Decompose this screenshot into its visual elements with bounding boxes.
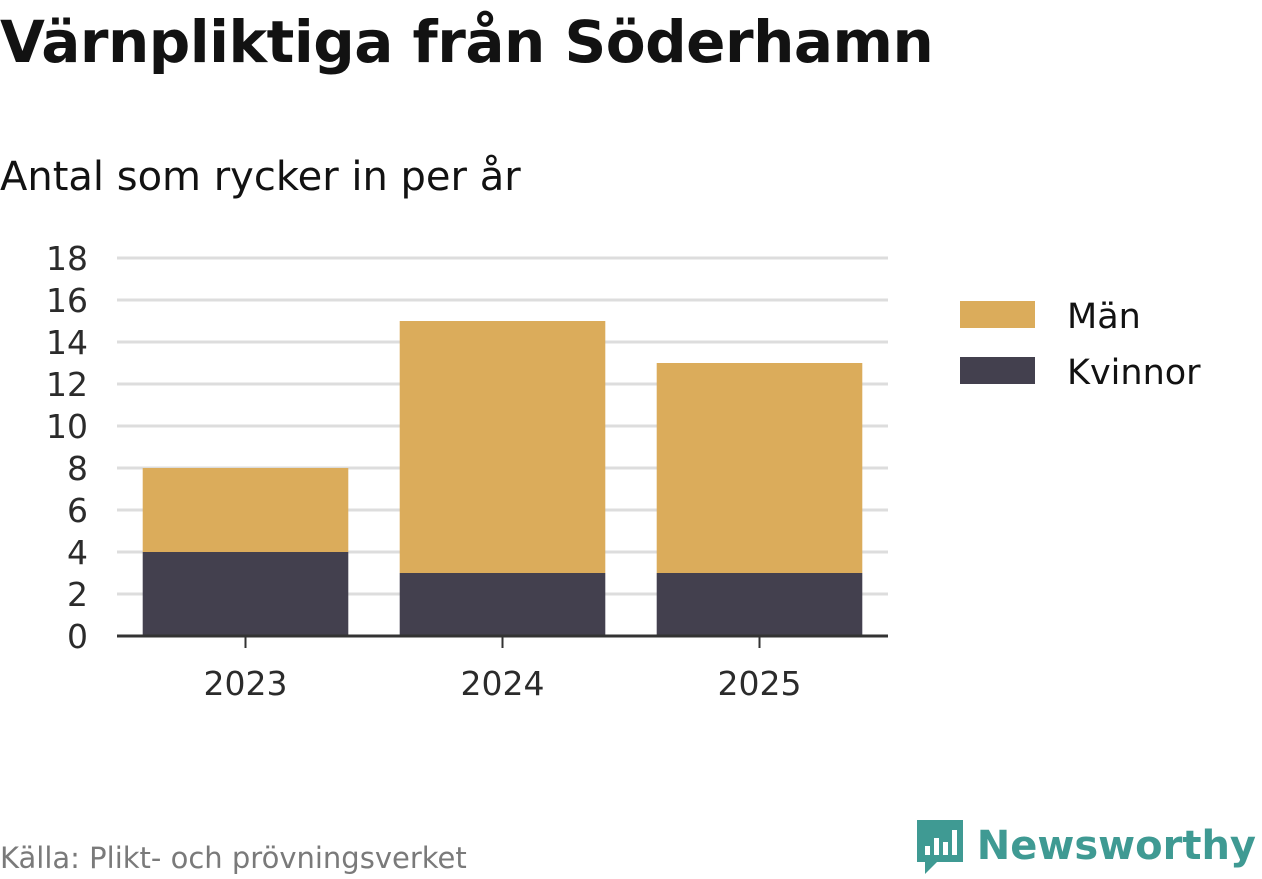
source-note: Källa: Plikt- och prövningsverket [0,841,467,875]
bar-kvinnor-2025 [656,573,863,636]
x-tick-label-2025: 2025 [718,664,802,703]
chart-subtitle: Antal som rycker in per år [0,154,521,200]
y-tick-label: 0 [67,617,88,656]
legend-swatch-män [960,301,1035,328]
chart-title: Värnpliktiga från Söderhamn [0,8,934,76]
y-tick-label: 8 [67,449,88,488]
x-tick-label-2024: 2024 [461,664,545,703]
y-tick-label: 6 [67,491,88,530]
y-tick-label: 18 [46,239,88,278]
y-tick-label: 10 [46,407,88,446]
brand-name: Newsworthy [976,823,1256,869]
bar-män-2025 [656,363,863,573]
legend-label-kvinnor: Kvinnor [1067,353,1201,393]
y-tick-label: 16 [46,281,88,320]
legend-swatch-kvinnor [960,357,1035,384]
y-tick-label: 2 [67,575,88,614]
bar-män-2024 [399,321,606,573]
y-tick-label: 4 [67,533,88,572]
legend-label-män: Män [1067,297,1141,337]
brand-logo: Newsworthy [915,816,1256,876]
y-tick-label: 12 [46,365,88,404]
bar-kvinnor-2024 [399,573,606,636]
bar-kvinnor-2023 [142,552,349,636]
bar-män-2023 [142,468,349,552]
x-tick-label-2023: 2023 [204,664,288,703]
newsworthy-logo-icon [916,820,963,874]
y-tick-label: 14 [46,323,88,362]
